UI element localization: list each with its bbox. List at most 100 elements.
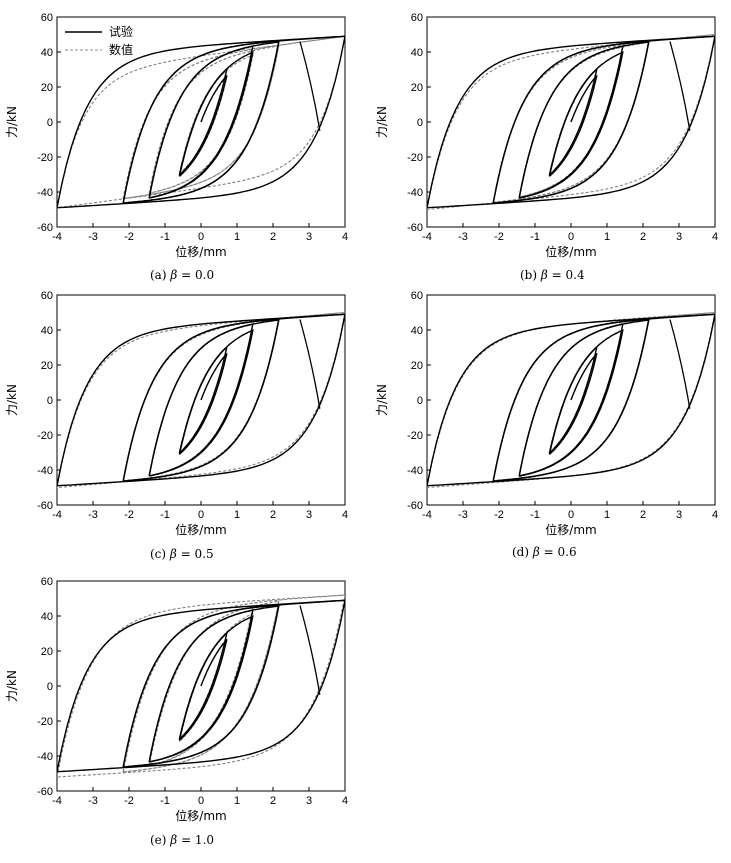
y-tick-label: -20 — [407, 430, 423, 442]
test-series-loop — [493, 319, 650, 482]
test-series-loop — [427, 313, 715, 487]
numerical-series-loop — [148, 605, 254, 767]
y-tick-label: -60 — [37, 786, 53, 798]
test-series-loop — [57, 35, 345, 208]
test-series-loop — [519, 51, 624, 199]
numerical-series-loop — [149, 612, 254, 767]
test-series-loop — [427, 313, 715, 486]
x-tick-label: 0 — [198, 795, 204, 807]
numerical-series-loop — [57, 35, 345, 208]
y-tick-label: -40 — [37, 751, 53, 763]
numerical-series-loop — [149, 329, 254, 477]
y-tick-label: 20 — [41, 82, 53, 94]
y-tick-label: 20 — [41, 360, 53, 372]
y-tick-label: 40 — [41, 47, 53, 59]
y-tick-label: 60 — [411, 290, 423, 302]
x-tick-label: 3 — [306, 509, 312, 521]
x-tick-label: 1 — [234, 231, 240, 243]
test-series-loop — [57, 599, 345, 772]
y-axis-label: 力/kN — [5, 384, 19, 416]
plot-b: -4 -3 -2 -1 0 1 2 3 4 -60 -40 -20 0 20 40 60 位移/mm 力/kN — [375, 12, 718, 259]
y-axis-label: 力/kN — [5, 106, 19, 138]
caption-b: (b) β = 0.4 — [520, 268, 585, 282]
x-axis-label: 位移/mm — [545, 244, 596, 259]
y-tick-label: 60 — [41, 576, 53, 588]
x-axis-label: 位移/mm — [175, 244, 226, 259]
y-tick-label: 0 — [417, 117, 423, 129]
numerical-series-loop — [493, 41, 650, 204]
y-tick-label: -60 — [407, 222, 423, 234]
y-tick-label: 20 — [411, 82, 423, 94]
numerical-series-loop — [123, 600, 280, 773]
x-tick-label: -1 — [160, 231, 170, 243]
test-series-loop — [57, 35, 345, 209]
numerical-series-loop — [427, 312, 715, 489]
x-tick-label: -4 — [52, 795, 62, 807]
test-series-loop — [427, 35, 715, 208]
y-tick-label: 20 — [41, 646, 53, 658]
test-series-loop — [548, 74, 598, 177]
plot-c: -4 -3 -2 -1 0 1 2 3 4 -60 -40 -20 0 20 40 60 位移/mm 力/kN — [5, 290, 348, 537]
test-series-loop — [123, 319, 280, 482]
y-tick-label: 0 — [417, 395, 423, 407]
numerical-series-loop — [149, 54, 254, 194]
test-series-failure-tail — [299, 319, 321, 409]
test-series-loop — [493, 41, 650, 204]
test-series-loop — [123, 41, 280, 204]
x-tick-label: -3 — [458, 509, 468, 521]
test-series-failure-tail — [299, 41, 321, 131]
x-tick-label: -2 — [494, 509, 504, 521]
numerical-series-loop — [123, 319, 280, 482]
y-tick-label: 40 — [41, 611, 53, 623]
chart-panel-e: -4 -3 -2 -1 0 1 2 3 4 -60 -40 -20 0 20 40 60 位移/mm 力/kN — [0, 566, 360, 856]
y-tick-label: 0 — [47, 117, 53, 129]
x-tick-label: 0 — [198, 509, 204, 521]
numerical-series-loop — [57, 594, 345, 778]
plot-e: -4 -3 -2 -1 0 1 2 3 4 -60 -40 -20 0 20 40 60 位移/mm 力/kN — [5, 576, 348, 823]
x-tick-label: 1 — [234, 509, 240, 521]
y-tick-label: 40 — [411, 325, 423, 337]
y-tick-label: 60 — [41, 290, 53, 302]
y-tick-label: -60 — [407, 500, 423, 512]
chart-panel-d: -4 -3 -2 -1 0 1 2 3 4 -60 -40 -20 0 20 40 60 位移/mm 力/kN — [370, 280, 730, 570]
numerical-series-loop — [179, 76, 228, 175]
numerical-series-loop — [179, 637, 228, 742]
y-tick-label: 0 — [47, 395, 53, 407]
plot-a: -4 -3 -2 -1 0 1 2 3 4 -60 -40 -20 0 20 40 60 位移/mm 力/kN 试验… — [5, 12, 348, 259]
y-tick-label: -60 — [37, 222, 53, 234]
y-tick-label: -20 — [37, 152, 53, 164]
y-axis-label: 力/kN — [375, 106, 389, 138]
numerical-series-loop — [549, 352, 598, 455]
x-tick-label: 4 — [342, 509, 348, 521]
x-tick-label: -4 — [52, 509, 62, 521]
x-tick-label: 3 — [306, 231, 312, 243]
x-tick-label: -3 — [88, 509, 98, 521]
y-tick-label: -20 — [407, 152, 423, 164]
y-tick-label: 60 — [41, 12, 53, 24]
caption-e: (e) β = 1.0 — [150, 833, 215, 847]
y-tick-label: -40 — [37, 465, 53, 477]
x-tick-label: -2 — [124, 795, 134, 807]
test-series-loop — [149, 329, 254, 477]
caption-c: (c) β = 0.5 — [150, 547, 214, 561]
x-tick-label: 4 — [342, 231, 348, 243]
x-tick-label: 1 — [604, 509, 610, 521]
x-tick-label: -1 — [160, 509, 170, 521]
numerical-series-loop — [57, 312, 345, 489]
x-tick-label: 2 — [270, 795, 276, 807]
plot-d: -4 -3 -2 -1 0 1 2 3 4 -60 -40 -20 0 20 40 60 位移/mm 力/kN — [375, 290, 718, 537]
x-tick-label: -1 — [530, 231, 540, 243]
y-tick-label: 60 — [411, 12, 423, 24]
x-axis-label: 位移/mm — [545, 522, 596, 537]
x-tick-label: -3 — [88, 231, 98, 243]
y-tick-label: 0 — [47, 681, 53, 693]
x-tick-label: -4 — [422, 509, 432, 521]
x-tick-label: -2 — [124, 509, 134, 521]
test-series-loop — [178, 352, 228, 455]
y-tick-label: -40 — [407, 187, 423, 199]
test-series-loop — [57, 313, 345, 486]
legend-label-numerical: 数值 — [109, 42, 133, 57]
x-tick-label: 0 — [568, 231, 574, 243]
chart-panel-b: -4 -3 -2 -1 0 1 2 3 4 -60 -40 -20 0 20 40 60 位移/mm 力/kN — [370, 2, 730, 292]
y-axis-label: 力/kN — [5, 670, 19, 702]
